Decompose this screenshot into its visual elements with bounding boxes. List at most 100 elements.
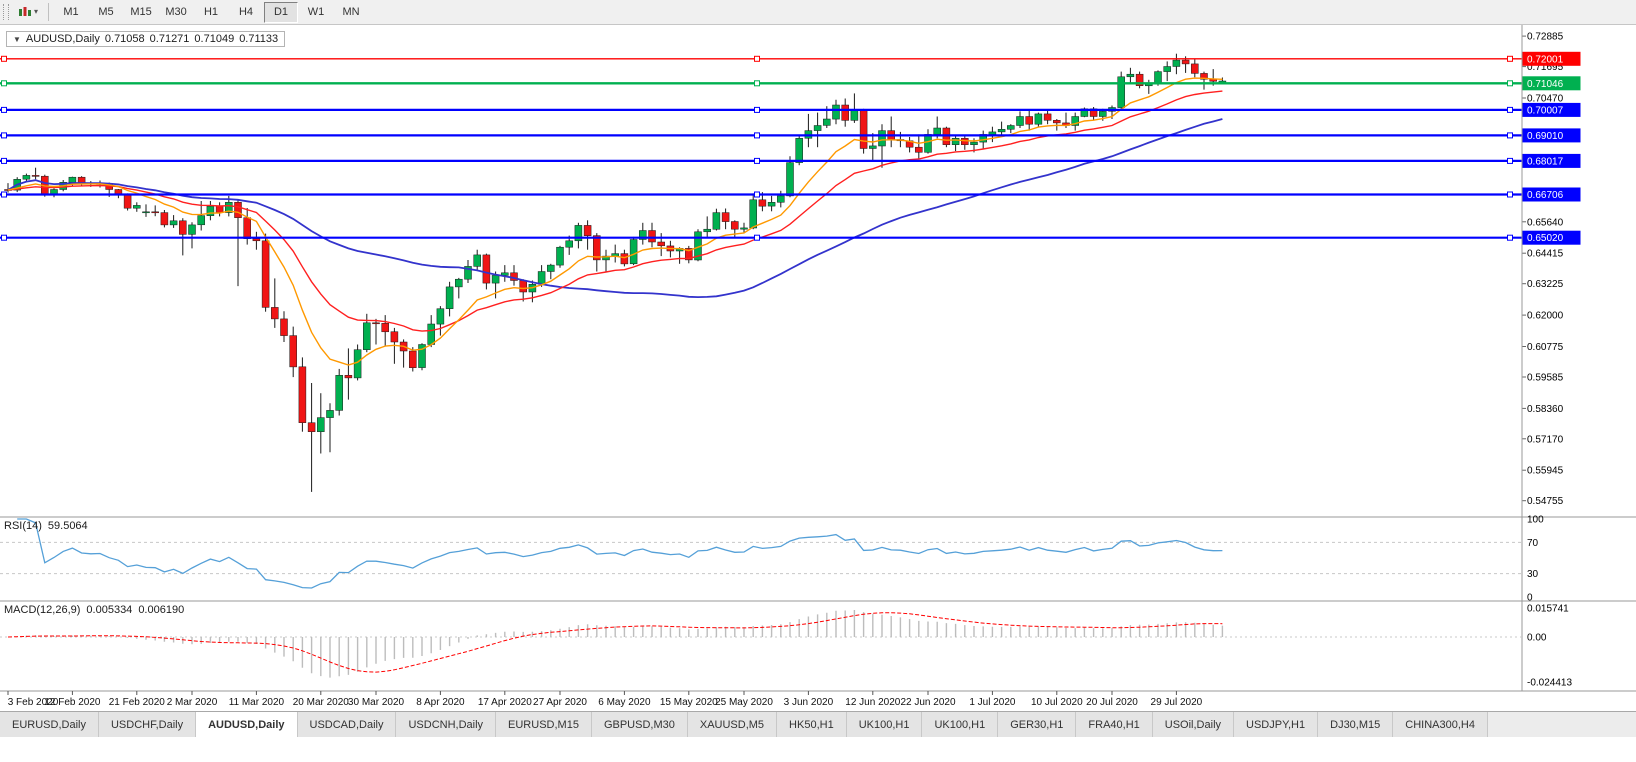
candle-up	[445, 286, 454, 309]
timeframe-button-mn[interactable]: MN	[342, 5, 360, 18]
moving-average-sma50	[7, 118, 1223, 299]
line-handle[interactable]	[1507, 157, 1513, 164]
candle-down	[1200, 73, 1208, 80]
line-handle[interactable]	[1507, 106, 1513, 113]
candle-down	[271, 307, 279, 320]
price-tick-label: 0.58360	[1527, 404, 1564, 415]
timeframe-button-m15[interactable]: M15	[130, 5, 152, 18]
candle-up	[565, 240, 573, 248]
date-label: 1 Jul 2020	[969, 697, 1016, 708]
chart-tab-usoil-daily[interactable]: USOil,Daily	[1152, 712, 1235, 737]
chart-tab-xauusd-m5[interactable]: XAUUSD,M5	[687, 712, 778, 737]
timeframe-button-h1[interactable]: H1	[203, 5, 219, 18]
timeframe-button-m5[interactable]: M5	[98, 5, 114, 18]
chart-tab-usdjpy-h1[interactable]: USDJPY,H1	[1234, 712, 1319, 737]
candle-up	[749, 199, 757, 229]
toolbar-grip[interactable]	[3, 4, 9, 20]
toolbar-separator	[48, 3, 50, 21]
candle-up	[703, 228, 711, 233]
line-handle[interactable]	[754, 80, 760, 87]
chart-tab-usdcad-daily[interactable]: USDCAD,Daily	[297, 712, 397, 737]
candlestick-chart-icon	[19, 7, 31, 16]
date-label: 29 Jul 2020	[1151, 697, 1203, 708]
candle-up	[1071, 116, 1079, 126]
timeframe-button-w1[interactable]: W1	[307, 5, 325, 18]
timeframe-button-h4[interactable]: H4	[238, 5, 254, 18]
candle-up	[786, 162, 794, 197]
line-handle[interactable]	[1507, 234, 1513, 241]
line-handle[interactable]	[1, 106, 7, 113]
candle-down	[160, 212, 169, 226]
timeframe-button-m1[interactable]: M1	[63, 5, 79, 18]
chart-tab-dj30-m15[interactable]: DJ30,M15	[1318, 712, 1394, 737]
line-handle[interactable]	[754, 55, 760, 62]
line-handle[interactable]	[1, 234, 7, 241]
line-handle[interactable]	[1507, 80, 1513, 87]
candle-up	[133, 205, 141, 209]
timeframe-button-d1[interactable]: D1	[264, 1, 299, 23]
price-tick-label: 0.64415	[1527, 249, 1564, 260]
line-handle[interactable]	[1, 157, 7, 164]
candle-up	[869, 145, 877, 149]
line-handle[interactable]	[1507, 191, 1513, 198]
date-label: 12 Feb 2020	[44, 697, 101, 708]
chart-tab-hk50-h1[interactable]: HK50,H1	[777, 712, 847, 737]
chart-tab-uk100-h1[interactable]: UK100,H1	[922, 712, 999, 737]
line-handle[interactable]	[1, 191, 7, 198]
chart-tab-china300-h4[interactable]: CHINA300,H4	[1393, 712, 1488, 737]
chart-tab-usdcnh-daily[interactable]: USDCNH,Daily	[396, 712, 497, 737]
price-tick-label: 0.63225	[1527, 279, 1564, 290]
candle-up	[427, 323, 435, 345]
line-handle[interactable]	[1, 55, 7, 62]
price-tick-label: 0.55945	[1527, 466, 1564, 477]
price-tick-label: 0.72885	[1527, 32, 1564, 43]
chart-tab-eurusd-m15[interactable]: EURUSD,M15	[496, 712, 592, 737]
chart-tab-gbpusd-m30[interactable]: GBPUSD,M30	[591, 712, 688, 737]
price-tick-label: 0.59585	[1527, 373, 1564, 384]
candle-down	[390, 331, 399, 343]
line-handle[interactable]	[754, 132, 760, 139]
line-handle[interactable]	[1507, 55, 1513, 62]
candle-up	[1172, 59, 1181, 67]
date-label: 8 Apr 2020	[416, 697, 465, 708]
candle-down	[859, 109, 868, 149]
symbol-dropdown-icon[interactable]: ▼	[13, 34, 21, 44]
price-badge	[1522, 76, 1581, 91]
chart-type-button[interactable]: ▾	[13, 3, 43, 21]
line-handle[interactable]	[754, 191, 760, 198]
rsi-axis-label: 70	[1527, 538, 1539, 549]
chart-tab-uk100-h1[interactable]: UK100,H1	[846, 712, 923, 737]
candle-up	[225, 202, 233, 213]
rsi-axis-label: 30	[1527, 569, 1539, 580]
candle-up	[1007, 125, 1015, 130]
line-handle[interactable]	[754, 234, 760, 241]
candle-down	[409, 350, 417, 368]
date-label: 21 Feb 2020	[109, 697, 166, 708]
price-high: 0.71271	[149, 33, 190, 45]
line-handle[interactable]	[1, 132, 7, 139]
price-low: 0.71049	[194, 33, 235, 45]
chart-tab-usdchf-daily[interactable]: USDCHF,Daily	[98, 712, 197, 737]
chart-tab-fra40-h1[interactable]: FRA40,H1	[1076, 712, 1153, 737]
timeframe-button-m30[interactable]: M30	[165, 5, 187, 18]
chart-tab-ger30-h1[interactable]: GER30,H1	[998, 712, 1077, 737]
macd-value-main: 0.005334	[86, 604, 133, 616]
candle-down	[243, 217, 251, 239]
chart-tab-eurusd-daily[interactable]: EURUSD,Daily	[0, 712, 99, 737]
price-badge-label: 0.71046	[1527, 79, 1564, 90]
price-badge	[1522, 102, 1581, 117]
main-plot-area[interactable]	[0, 25, 1522, 517]
chart-tabs: EURUSD,Daily USDCHF,Daily AUDUSD,Daily USDC…	[0, 711, 1636, 737]
candle-up	[317, 417, 325, 432]
line-handle[interactable]	[754, 106, 760, 113]
line-handle[interactable]	[754, 157, 760, 164]
candle-down	[1191, 63, 1199, 74]
macd-indicator-label: MACD(12,26,9) 0.005334 0.006190	[4, 604, 190, 616]
rsi-axis-label: 100	[1527, 515, 1544, 526]
date-label: 30 Mar 2020	[348, 697, 405, 708]
line-handle[interactable]	[1507, 132, 1513, 139]
candle-down	[252, 238, 261, 242]
chart-tab-audusd-daily[interactable]: AUDUSD,Daily	[196, 712, 298, 737]
line-handle[interactable]	[1, 80, 7, 87]
